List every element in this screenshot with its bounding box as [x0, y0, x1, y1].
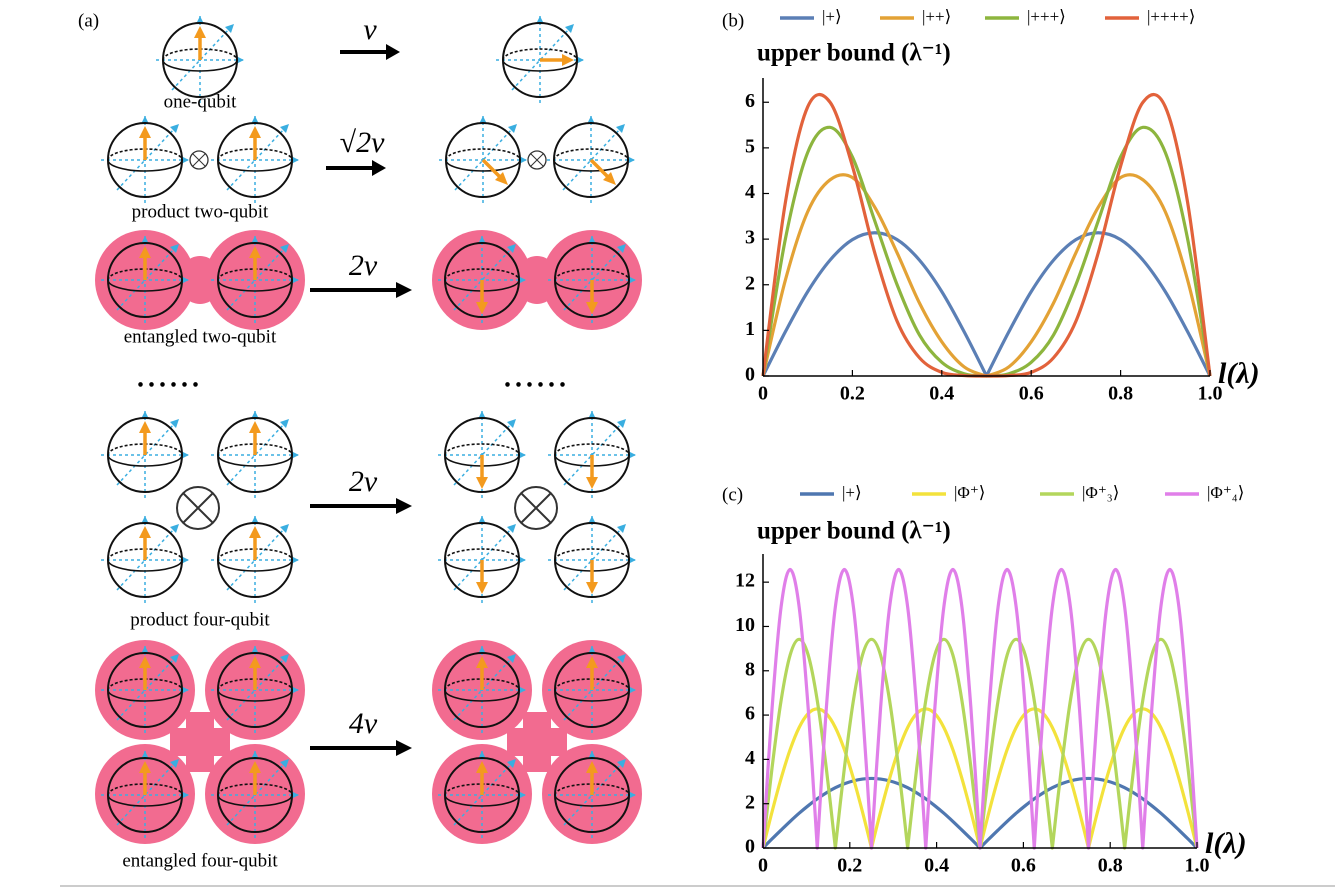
x-axis-label: l(λ)	[1218, 357, 1260, 390]
x-tick-label: 0.2	[837, 855, 862, 877]
bloch-sphere	[101, 116, 189, 204]
legend-label: |++⟩	[922, 7, 951, 26]
x-tick-label: 0	[758, 383, 768, 405]
rate-label: 2v	[349, 465, 378, 498]
x-tick-label: 0.8	[1108, 383, 1133, 405]
rate-label: √2v	[340, 126, 385, 159]
bloch-sphere	[547, 116, 635, 204]
y-tick-label: 2	[745, 272, 755, 294]
caption: one-qubit	[164, 91, 238, 112]
x-tick-label: 0.6	[1019, 383, 1044, 405]
y-tick-label: 6	[745, 703, 755, 725]
y-tick-label: 0	[745, 364, 755, 386]
arrow	[324, 158, 388, 178]
bloch-sphere	[438, 516, 526, 604]
panel-label: (b)	[722, 10, 744, 31]
tensor-symbol	[176, 486, 220, 530]
y-tick-label: 3	[745, 227, 755, 249]
arrow	[308, 496, 414, 516]
y-tick-label: 6	[745, 90, 755, 112]
bloch-sphere	[548, 516, 636, 604]
panel-label: (c)	[722, 484, 743, 505]
x-tick-label: 1.0	[1185, 855, 1210, 877]
legend-label: |Φ⁺₃⟩	[1082, 483, 1119, 502]
series-line	[761, 567, 1199, 850]
y-tick-label: 0	[745, 836, 755, 858]
y-tick-label: 8	[745, 658, 755, 680]
series-line	[761, 125, 1212, 378]
arrow	[308, 280, 414, 300]
rate-label: 2v	[349, 249, 378, 282]
x-tick-label: 0.8	[1098, 855, 1123, 877]
bloch-sphere	[101, 516, 189, 604]
series-line	[761, 231, 1212, 378]
bloch-sphere	[548, 411, 636, 499]
legend-label: |+++⟩	[1027, 7, 1066, 26]
tensor-symbol	[514, 486, 558, 530]
panel-a: (a) v one-qubit √2v product two-qubit 2v…	[78, 10, 642, 871]
bloch-sphere	[438, 411, 526, 499]
bloch-sphere	[211, 516, 299, 604]
x-tick-label: 0	[758, 855, 768, 877]
series-line	[761, 92, 1212, 378]
panel-label: (a)	[78, 10, 99, 31]
caption: entangled two-qubit	[124, 326, 277, 347]
series-line	[761, 173, 1212, 378]
arrow	[308, 738, 414, 758]
y-tick-label: 4	[745, 747, 755, 769]
y-tick-label: 12	[735, 570, 755, 592]
legend-label: |+⟩	[822, 7, 842, 26]
x-axis-label: l(λ)	[1205, 827, 1247, 860]
bloch-sphere	[496, 16, 584, 104]
y-axis-label: upper bound (λ⁻¹)	[757, 518, 951, 545]
x-tick-label: 0.2	[840, 383, 865, 405]
x-tick-label: 0.4	[924, 855, 949, 877]
y-tick-label: 1	[745, 318, 755, 340]
arrow	[338, 42, 402, 62]
bloch-sphere	[439, 116, 527, 204]
caption: product four-qubit	[130, 609, 270, 630]
y-tick-label: 5	[745, 135, 755, 157]
legend-label: |+⟩	[842, 483, 862, 502]
x-tick-label: 0.4	[929, 383, 954, 405]
x-tick-label: 1.0	[1198, 383, 1223, 405]
caption: product two-qubit	[132, 201, 269, 222]
tensor-symbol	[527, 150, 547, 170]
y-tick-label: 4	[745, 181, 755, 203]
legend-label: |Φ⁺⟩	[954, 483, 985, 502]
x-tick-label: 0.6	[1011, 855, 1036, 877]
y-tick-label: 10	[735, 614, 755, 636]
y-tick-label: 2	[745, 791, 755, 813]
legend-label: |++++⟩	[1147, 7, 1195, 26]
tensor-symbol	[189, 150, 209, 170]
ellipsis: ......	[137, 362, 203, 393]
bloch-sphere	[211, 411, 299, 499]
y-axis-label: upper bound (λ⁻¹)	[757, 40, 951, 67]
ellipsis: ......	[504, 362, 570, 393]
bloch-sphere	[101, 411, 189, 499]
bloch-sphere	[211, 116, 299, 204]
rate-label: v	[363, 13, 377, 46]
caption: entangled four-qubit	[122, 850, 278, 871]
legend-label: |Φ⁺₄⟩	[1207, 483, 1244, 502]
rate-label: 4v	[349, 707, 378, 740]
